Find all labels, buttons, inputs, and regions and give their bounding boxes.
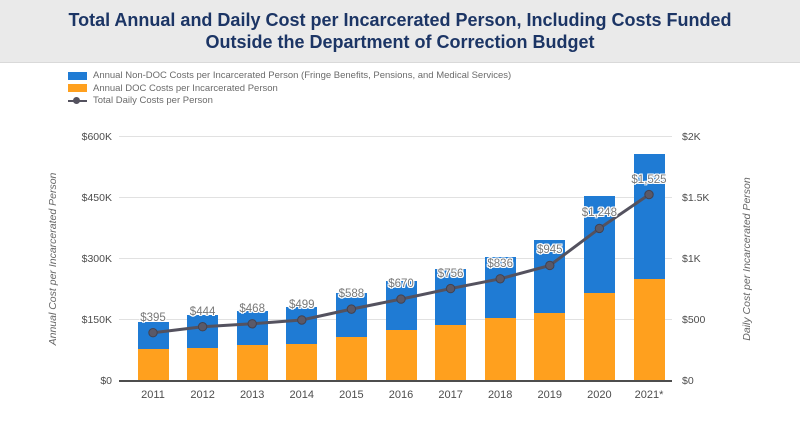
legend-label: Annual DOC Costs per Incarcerated Person [93,82,278,94]
left-axis-tick-$300K: $300K [81,252,112,265]
bar-nondoc-2014[interactable] [286,306,318,344]
right-axis-tick-$1.5K: $1.5K [682,191,710,204]
bar-doc-2019[interactable] [534,313,566,381]
x-tick-2017: 2017 [438,389,463,401]
legend-label: Total Daily Costs per Person [93,95,213,107]
bar-doc-2018[interactable] [484,318,516,381]
x-tick-2013: 2013 [239,389,265,401]
bar-doc-2021*[interactable] [633,278,665,381]
left-axis-tick-$450K: $450K [81,191,112,204]
right-axis-tick-$1K: $1K [682,252,701,265]
legend-swatch-icon [68,71,87,80]
left-axis-tick-$150K: $150K [81,313,112,326]
x-tick-2021*: 2021* [634,389,664,401]
left-axis-tick-$600K: $600K [81,130,112,143]
bar-doc-2017[interactable] [435,324,467,381]
bar-doc-2020[interactable] [583,293,615,381]
bar-nondoc-2012[interactable] [187,314,219,349]
daily-cost-label-2014: $499 [289,298,315,311]
right-axis-title: Daily Cost per Incarcerated Person [741,177,753,341]
x-tick-2011: 2011 [141,389,165,401]
bar-doc-2014[interactable] [286,343,318,381]
x-tick-2016: 2016 [388,389,414,401]
x-tick-2019: 2019 [537,389,563,401]
chart-legend: Annual Non-DOC Costs per Incarcerated Pe… [68,70,511,108]
x-tick-2015: 2015 [339,389,364,401]
bar-doc-2015[interactable] [335,336,367,381]
daily-cost-label-2018: $836 [487,257,513,270]
legend-label: Annual Non-DOC Costs per Incarcerated Pe… [93,70,512,82]
bar-doc-2012[interactable] [187,348,219,381]
bar-nondoc-2013[interactable] [236,311,268,346]
title-band: Total Annual and Daily Cost per Incarcer… [0,0,800,63]
bar-doc-2016[interactable] [385,329,417,381]
x-tick-2012: 2012 [190,389,215,401]
daily-cost-label-2019: $945 [537,244,563,257]
legend-line-marker-icon [68,97,87,105]
gridline-$600K [119,136,672,137]
daily-cost-label-2021*: $1,525 [631,173,667,186]
right-axis-tick-$0: $0 [682,375,694,387]
left-axis-tick-$0: $0 [100,375,112,387]
bar-doc-2013[interactable] [236,345,268,381]
legend-item-0[interactable]: Annual Non-DOC Costs per Incarcerated Pe… [68,70,511,82]
x-axis-line [119,380,672,382]
bar-nondoc-2011[interactable] [137,322,169,350]
legend-item-1[interactable]: Annual DOC Costs per Incarcerated Person [68,83,511,95]
x-tick-2020: 2020 [587,389,612,401]
right-axis-tick-$500: $500 [682,313,706,326]
legend-item-2[interactable]: Total Daily Costs per Person [68,95,511,107]
daily-cost-label-2016: $670 [388,278,414,291]
daily-cost-label-2020: $1,248 [581,207,617,220]
right-axis-tick-$2K: $2K [682,130,701,143]
x-tick-2018: 2018 [487,389,513,401]
bar-doc-2011[interactable] [137,349,169,381]
x-tick-2014: 2014 [289,389,315,401]
chart-title: Total Annual and Daily Cost per Incarcer… [68,10,732,52]
legend-swatch-icon [68,84,87,93]
